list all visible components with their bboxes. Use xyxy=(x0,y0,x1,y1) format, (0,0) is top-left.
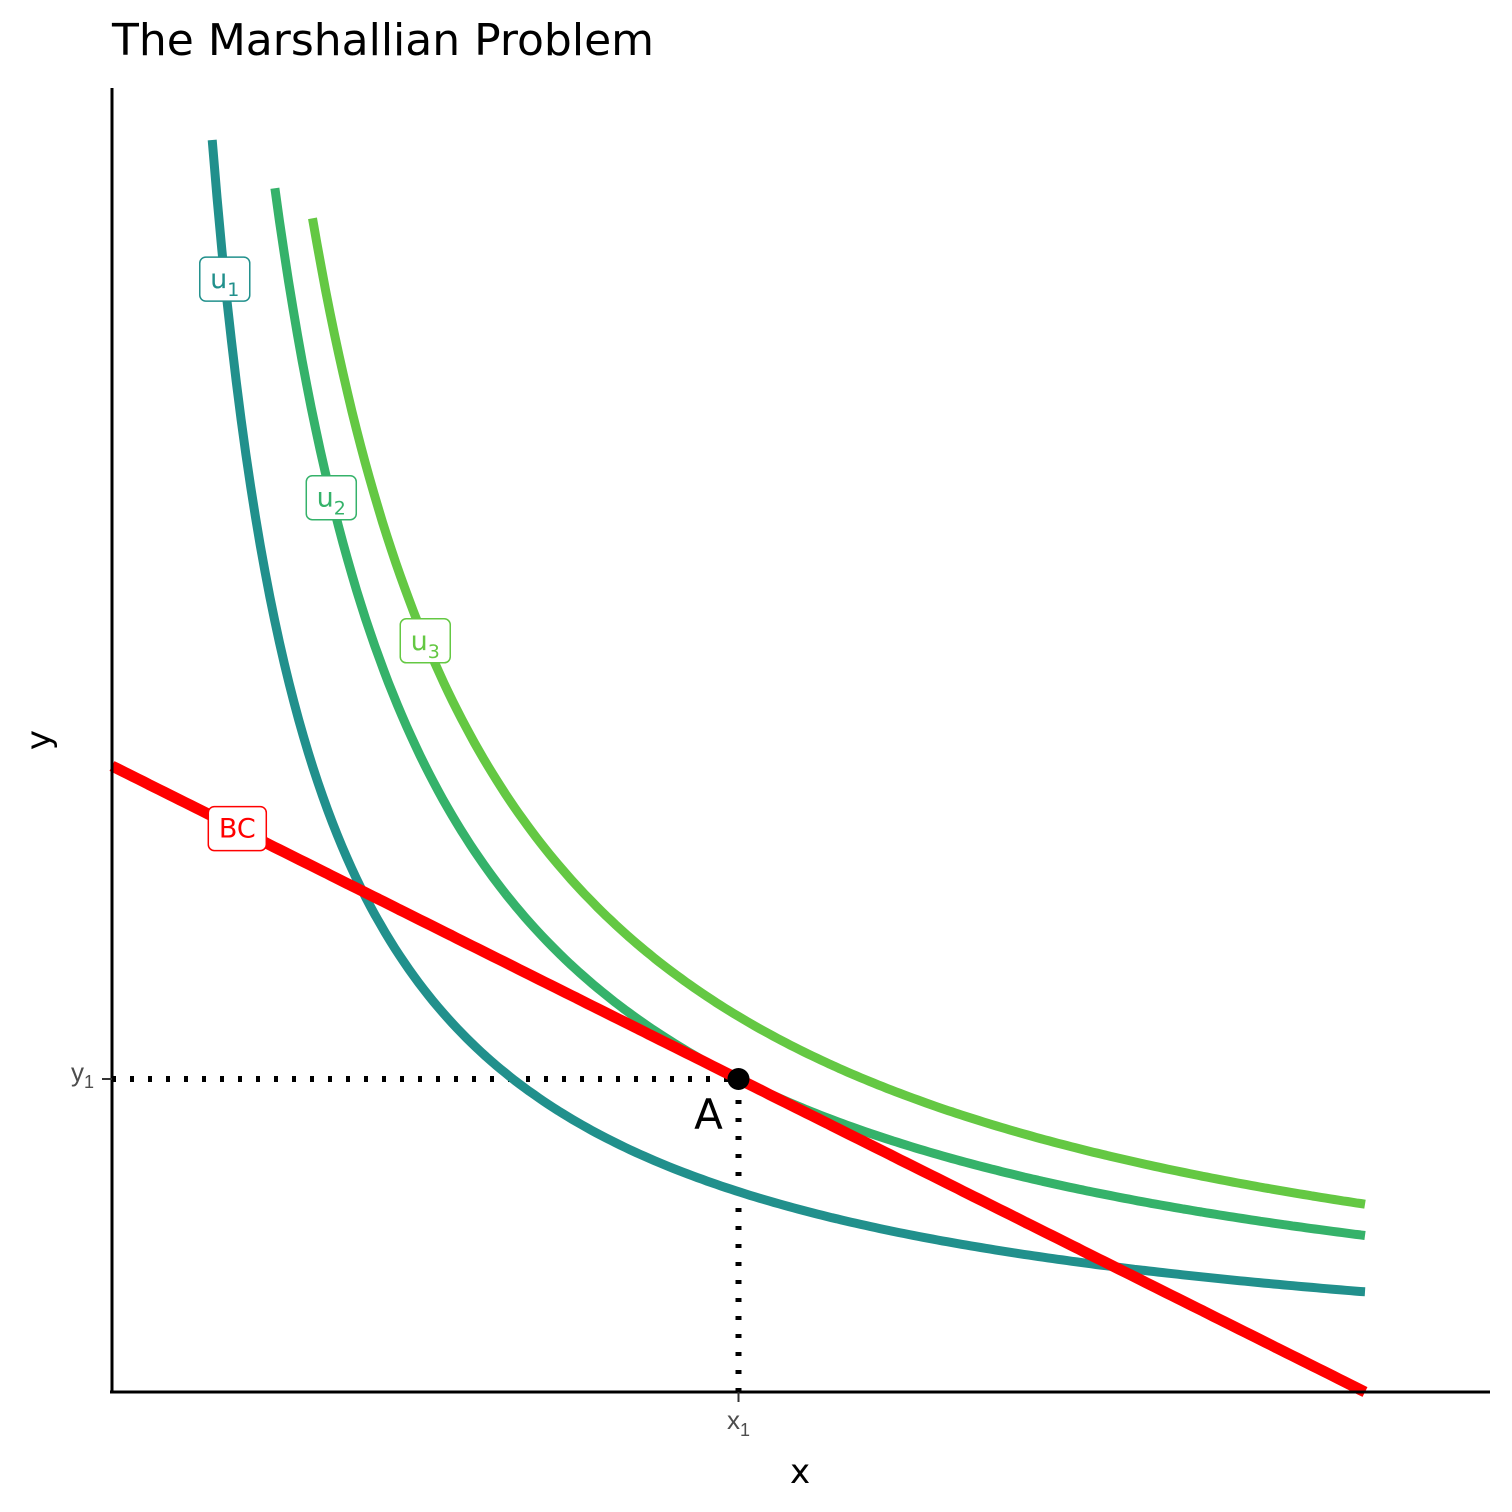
series-label-u1: u1 xyxy=(199,256,251,302)
chart-title: The Marshallian Problem xyxy=(111,15,654,66)
series-label-bc: BC xyxy=(207,805,268,852)
x-axis-title: x xyxy=(790,1452,810,1492)
series-label-text: BC xyxy=(219,814,256,845)
series-u1-line xyxy=(207,139,1366,1297)
series-layer xyxy=(109,139,1368,1397)
axes xyxy=(110,88,1490,1394)
x-tick-label: x1 xyxy=(727,1405,750,1440)
y-tick-label: y1 xyxy=(71,1057,94,1092)
series-label-box xyxy=(305,474,358,521)
series-label-u3: u3 xyxy=(399,618,451,664)
series-label-box xyxy=(399,618,451,664)
series-label-text: u1 xyxy=(210,264,239,301)
series-label-box xyxy=(199,256,251,302)
series-label-u2: u2 xyxy=(305,474,358,521)
guide-lines xyxy=(112,1076,742,1392)
series-u3-line xyxy=(308,217,1366,1209)
point-a-marker xyxy=(727,1068,750,1090)
point-a-label: A xyxy=(694,1090,723,1139)
series-label-text: u2 xyxy=(317,483,346,520)
series-labels: u1 u2 u3 BC xyxy=(199,256,451,852)
y-axis-title: y xyxy=(19,730,59,750)
points-layer: A xyxy=(694,1068,750,1139)
axis-ticks: x1 y1 xyxy=(71,1057,750,1440)
series-label-box xyxy=(207,805,268,852)
